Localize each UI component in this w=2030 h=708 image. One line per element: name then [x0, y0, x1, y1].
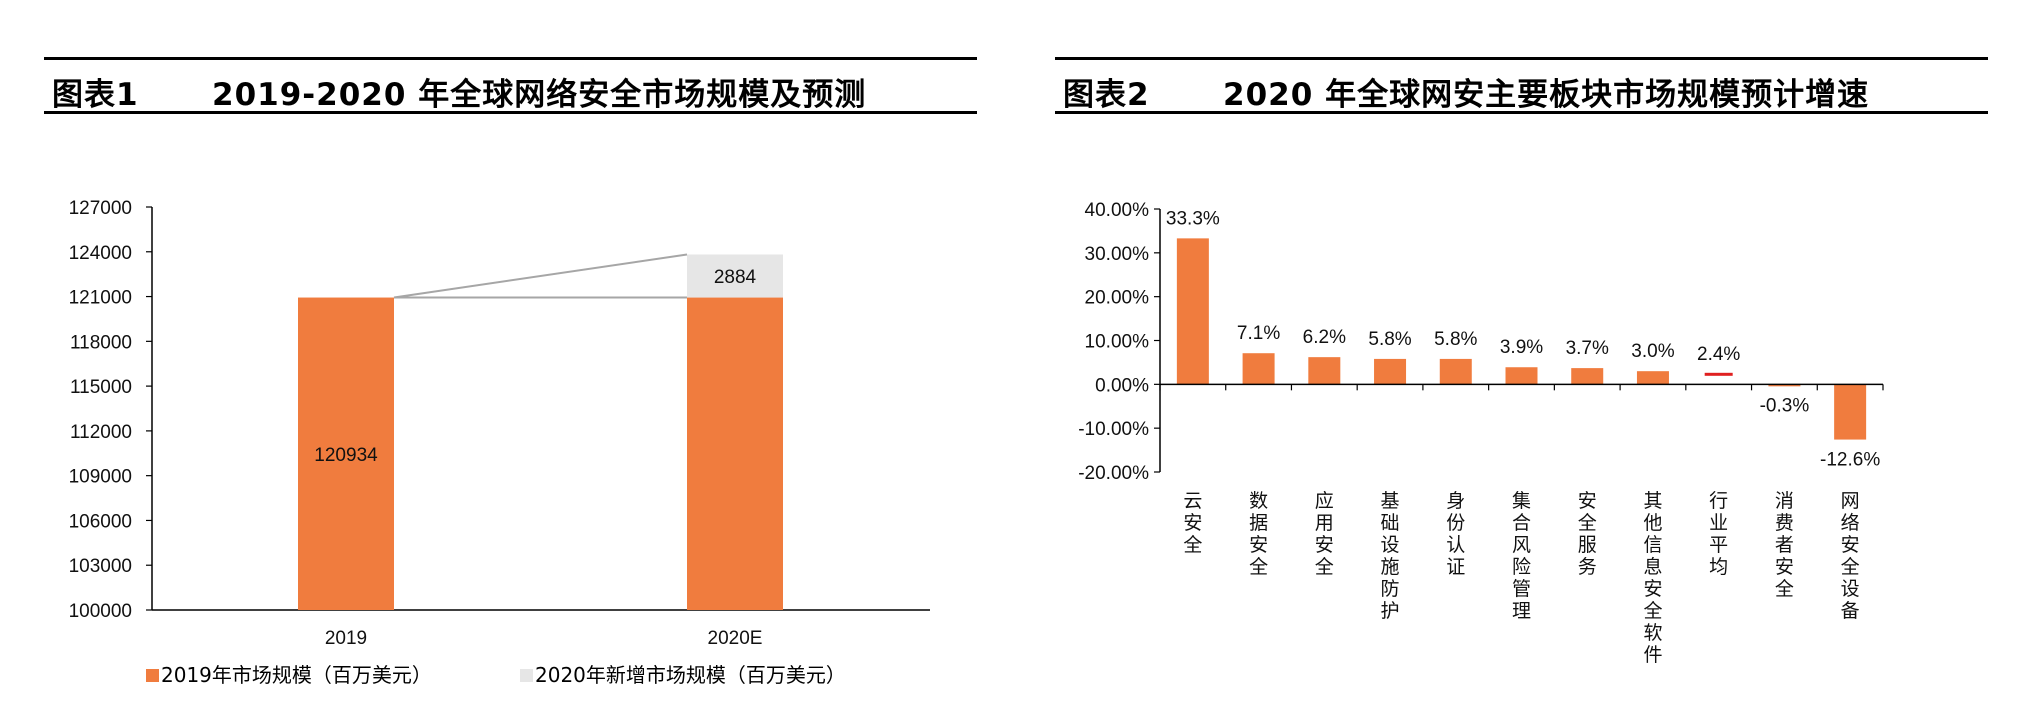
legend-label-2020-new: 2020年新增市场规模（百万美元） — [535, 663, 846, 687]
connector-line-upper — [393, 253, 688, 299]
y-tick-label: 103000 — [69, 556, 132, 577]
bar-2020E-series-0 — [687, 297, 783, 610]
x-tick-label-行业平均: 行业平均 — [1709, 490, 1728, 578]
data-label-行业平均: 2.4% — [1697, 344, 1740, 365]
x-tick-label-身份认证: 身份认证 — [1446, 490, 1465, 578]
y-tick-label: 0.00% — [1095, 375, 1149, 396]
bar-云安全 — [1176, 238, 1209, 385]
data-label-云安全: 33.3% — [1166, 208, 1220, 229]
y-tick-label: 115000 — [70, 377, 132, 398]
figure2-title: 2020 年全球网安主要板块市场规模预计增速 — [1223, 77, 1870, 113]
bar-身份认证 — [1439, 358, 1472, 385]
x-tick-label-集合风险管理: 集合风险管理 — [1512, 490, 1531, 622]
legend-swatch-2020-new — [520, 669, 533, 682]
y-tick-label: 118000 — [70, 332, 132, 353]
legend-swatch-2019 — [146, 669, 159, 682]
data-label-安全服务: 3.7% — [1566, 338, 1609, 359]
y-tick-label: 30.00% — [1085, 244, 1150, 265]
data-label-网络安全设备: -12.6% — [1820, 450, 1880, 471]
bar-网络安全设备 — [1834, 384, 1867, 440]
legend-label-2019: 2019年市场规模（百万美元） — [161, 663, 432, 687]
y-tick-label: 20.00% — [1085, 288, 1150, 309]
bar-集合风险管理 — [1505, 367, 1538, 385]
y-tick-label: 106000 — [69, 511, 132, 532]
bar-数据安全 — [1242, 353, 1275, 385]
y-tick-label: -10.00% — [1078, 419, 1149, 440]
figure1-header: 图表1 2019-2020 年全球网络安全市场规模及预测 — [44, 57, 977, 114]
data-label-其他信息安全软件: 3.0% — [1631, 341, 1674, 362]
bar-行业平均 — [1704, 372, 1733, 376]
figure1-label: 图表1 — [52, 77, 139, 113]
data-label-2019-series-0: 120934 — [314, 445, 378, 466]
data-label-集合风险管理: 3.9% — [1500, 337, 1543, 358]
data-label-数据安全: 7.1% — [1237, 323, 1280, 344]
data-label-基础设施防护: 5.8% — [1368, 329, 1411, 350]
bar-2019-series-0 — [298, 297, 394, 610]
bar-基础设施防护 — [1374, 358, 1407, 385]
data-label-身份认证: 5.8% — [1434, 329, 1477, 350]
x-tick-label: 2020E — [708, 628, 763, 649]
y-tick-label: 127000 — [69, 198, 132, 219]
y-tick-label: 112000 — [70, 422, 132, 443]
x-tick-label-云安全: 云安全 — [1183, 490, 1202, 556]
legend-item-2019: 2019年市场规模（百万美元） — [146, 659, 432, 687]
y-tick-label: 124000 — [69, 243, 132, 264]
y-tick-label: 40.00% — [1085, 200, 1150, 221]
y-tick-label: 10.00% — [1085, 332, 1150, 353]
bar-应用安全 — [1308, 357, 1341, 385]
x-tick-label-安全服务: 安全服务 — [1578, 490, 1597, 578]
data-label-消费者安全: -0.3% — [1760, 396, 1810, 417]
x-tick-label-基础设施防护: 基础设施防护 — [1381, 490, 1400, 622]
data-label-应用安全: 6.2% — [1303, 327, 1346, 348]
bar-其他信息安全软件 — [1636, 371, 1669, 385]
figure2-header: 图表2 2020 年全球网安主要板块市场规模预计增速 — [1055, 57, 1988, 114]
y-tick-label: 100000 — [69, 601, 132, 622]
legend-item-2020-new: 2020年新增市场规模（百万美元） — [520, 659, 846, 687]
x-tick-label-应用安全: 应用安全 — [1315, 490, 1334, 578]
figure2-label: 图表2 — [1063, 77, 1150, 113]
x-tick-label-数据安全: 数据安全 — [1249, 490, 1268, 578]
x-tick-label-网络安全设备: 网络安全设备 — [1841, 490, 1860, 622]
bar-消费者安全 — [1768, 384, 1801, 387]
x-tick-label-其他信息安全软件: 其他信息安全软件 — [1643, 490, 1662, 666]
y-tick-label: 109000 — [69, 467, 132, 488]
data-label-2020E-series-1: 2884 — [714, 267, 757, 288]
y-tick-label: -20.00% — [1078, 463, 1149, 484]
bar-2020E-series-1 — [687, 254, 783, 298]
x-tick-label-消费者安全: 消费者安全 — [1775, 490, 1794, 600]
figure1-title: 2019-2020 年全球网络安全市场规模及预测 — [212, 77, 867, 113]
y-tick-label: 121000 — [69, 288, 132, 309]
bar-安全服务 — [1571, 368, 1604, 385]
x-tick-label: 2019 — [325, 628, 367, 649]
